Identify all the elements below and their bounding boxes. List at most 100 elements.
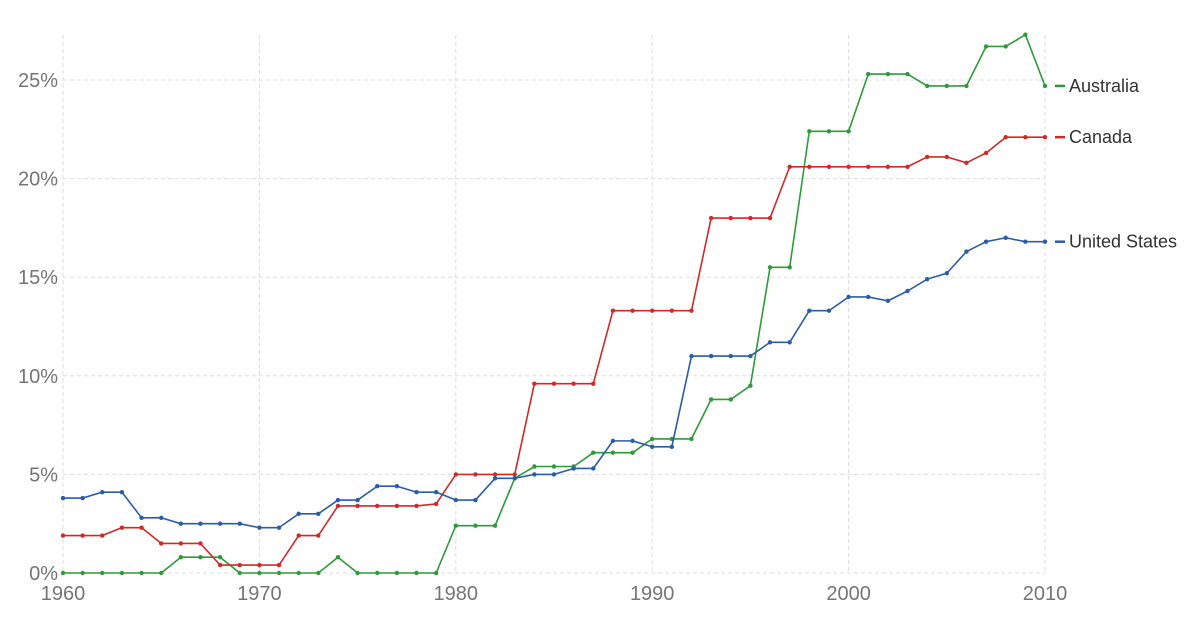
data-point-canada xyxy=(807,164,812,169)
data-point-united-states xyxy=(807,308,812,313)
data-point-canada xyxy=(826,164,832,169)
data-point-canada xyxy=(650,308,655,313)
data-point-united-states xyxy=(237,521,242,526)
data-point-canada xyxy=(512,472,517,477)
data-point-australia xyxy=(296,570,301,576)
data-point-australia xyxy=(60,570,66,576)
data-point-canada xyxy=(375,503,380,509)
data-point-canada xyxy=(767,215,773,221)
data-point-canada xyxy=(276,562,282,568)
data-point-united-states xyxy=(296,511,301,517)
data-point-australia xyxy=(767,265,773,270)
data-point-australia xyxy=(394,570,400,576)
data-point-canada xyxy=(571,381,576,386)
data-point-united-states xyxy=(178,521,184,526)
data-point-canada xyxy=(394,503,400,509)
data-point-australia xyxy=(532,464,537,469)
data-point-australia xyxy=(492,523,498,528)
data-point-australia xyxy=(630,450,635,455)
data-point-australia xyxy=(610,450,616,455)
data-point-canada xyxy=(316,533,321,538)
data-point-united-states xyxy=(650,444,655,449)
data-point-united-states xyxy=(80,495,85,501)
data-point-australia xyxy=(983,44,989,49)
data-point-australia xyxy=(119,570,125,576)
data-point-united-states xyxy=(375,484,380,489)
x-tick-label: 2010 xyxy=(1023,583,1068,605)
y-tick-label: 10% xyxy=(18,366,58,388)
data-point-australia xyxy=(807,129,812,134)
data-point-united-states xyxy=(767,340,773,345)
data-point-australia xyxy=(433,570,439,576)
data-point-canada xyxy=(1042,134,1048,140)
data-point-australia xyxy=(178,555,184,560)
data-point-united-states xyxy=(748,353,753,359)
data-point-canada xyxy=(964,160,969,166)
data-point-canada xyxy=(669,308,675,313)
data-point-united-states xyxy=(394,484,400,489)
data-point-australia xyxy=(650,436,655,442)
data-point-united-states xyxy=(1023,239,1028,244)
data-point-united-states xyxy=(610,438,616,444)
data-point-united-states xyxy=(630,438,635,444)
data-point-canada xyxy=(885,164,891,169)
data-point-australia xyxy=(375,570,380,576)
data-point-united-states xyxy=(689,353,694,359)
series-line-australia xyxy=(63,33,1046,574)
x-tick-label: 1970 xyxy=(237,583,282,605)
data-point-canada xyxy=(708,215,714,221)
data-point-canada xyxy=(748,215,753,221)
y-tick-label: 5% xyxy=(29,464,58,486)
y-tick-label: 20% xyxy=(18,169,58,191)
data-point-canada xyxy=(296,533,301,538)
data-point-united-states xyxy=(1003,235,1008,240)
data-point-united-states xyxy=(924,276,930,282)
data-point-canada xyxy=(689,308,694,313)
data-point-australia xyxy=(198,555,203,560)
data-point-canada xyxy=(414,503,419,509)
data-point-united-states xyxy=(414,489,419,495)
data-point-australia xyxy=(551,464,557,469)
x-tick-label: 1990 xyxy=(630,583,675,605)
data-point-australia xyxy=(1042,83,1048,89)
data-point-australia xyxy=(689,436,694,442)
data-point-canada xyxy=(1023,134,1028,140)
data-point-canada xyxy=(924,154,930,160)
data-point-australia xyxy=(924,83,930,89)
data-point-australia xyxy=(473,523,478,528)
data-point-australia xyxy=(748,383,753,388)
data-point-united-states xyxy=(708,353,714,359)
data-point-canada xyxy=(551,381,557,386)
data-point-canada xyxy=(532,381,537,386)
data-point-australia xyxy=(708,397,714,402)
data-point-united-states xyxy=(139,515,144,520)
grid xyxy=(62,35,1046,574)
data-point-canada xyxy=(610,308,616,313)
data-point-canada xyxy=(355,503,360,509)
data-point-canada xyxy=(178,541,184,546)
data-point-united-states xyxy=(1042,239,1048,244)
data-point-united-states xyxy=(198,521,203,526)
data-point-canada xyxy=(60,533,66,538)
data-point-canada xyxy=(100,533,105,538)
data-point-canada xyxy=(905,164,910,169)
data-point-united-states xyxy=(787,340,792,345)
series-label-australia: Australia xyxy=(1069,76,1140,96)
data-point-canada xyxy=(630,308,635,313)
data-point-australia xyxy=(414,570,419,576)
data-point-united-states xyxy=(492,476,498,481)
data-point-united-states xyxy=(591,466,596,471)
data-point-united-states xyxy=(355,497,360,503)
data-point-canada xyxy=(983,150,989,156)
data-point-australia xyxy=(885,71,891,77)
data-point-australia xyxy=(944,83,949,89)
series-end-labels: Australia Canada United States xyxy=(1055,76,1177,252)
y-axis-tick-labels: 0% 5% 10% 15% 20% 25% xyxy=(18,70,58,585)
x-tick-label: 1960 xyxy=(41,583,86,605)
data-point-canada xyxy=(591,381,596,386)
data-point-australia xyxy=(335,555,341,560)
data-point-united-states xyxy=(944,271,949,276)
y-tick-label: 15% xyxy=(18,267,58,289)
